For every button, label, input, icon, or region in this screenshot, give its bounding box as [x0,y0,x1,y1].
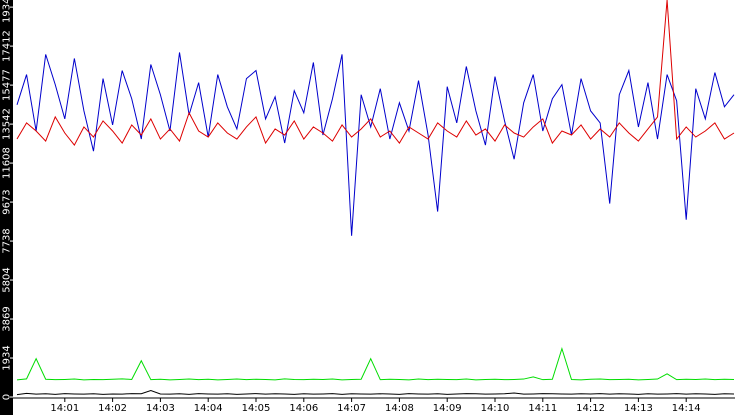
x-tick-label: 14:13 [624,403,653,414]
series-line [16,346,735,381]
series-line [16,390,735,396]
y-tick-label: 3869 [2,306,13,331]
y-tick-label: 11608 [2,147,13,179]
x-tick-label: 14:12 [576,403,605,414]
x-tick-label: 14:07 [337,403,366,414]
y-tick-label: 9673 [2,189,13,214]
x-tick-label: 14:08 [385,403,414,414]
x-tick-label: 14:14 [672,403,701,414]
x-tick-label: 14:04 [194,403,223,414]
y-tick-label: 5804 [2,267,13,292]
x-tick-label: 14:02 [98,403,127,414]
x-tick-label: 14:01 [50,403,79,414]
x-tick-label: 14:11 [528,403,557,414]
y-tick-label: 1934 [2,345,13,370]
x-tick-label: 14:05 [242,403,271,414]
y-tick-label: 15477 [2,69,13,101]
x-tick-label: 14:09 [433,403,462,414]
y-tick-label: 17412 [2,30,13,62]
y-tick-label: 19347 [2,0,13,23]
y-tick-label: 13542 [2,108,13,140]
series-line [16,52,735,236]
y-tick-label: 7738 [2,228,13,253]
series-line [16,0,735,147]
x-tick-label: 14:10 [481,403,510,414]
x-tick-label: 14:06 [289,403,318,414]
y-tick-label: 0 [2,394,13,400]
x-tick-label: 14:03 [146,403,175,414]
y-axis-band [0,0,13,415]
